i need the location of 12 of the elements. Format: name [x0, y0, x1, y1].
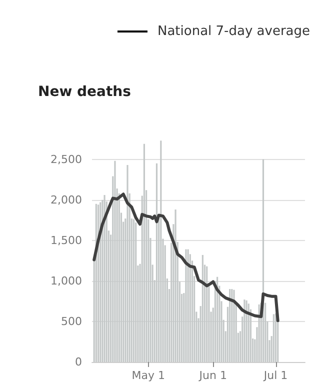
y-tick-label: 500 [61, 314, 82, 328]
text: National 7-day average [157, 24, 310, 39]
x-tick-label: Jul 1 [262, 369, 288, 382]
x-tick-label: Jun 1 [198, 369, 227, 382]
y-tick-label: 1,500 [50, 234, 82, 247]
y-tick-label: 1,000 [50, 274, 82, 288]
chart-title: New deaths [38, 84, 131, 100]
y-tick-label: 2,500 [50, 152, 82, 166]
y-tick-label: 2,000 [50, 193, 82, 206]
x-tick-label: May 1 [132, 369, 166, 382]
line-series [92, 192, 280, 322]
y-tick-label: 0 [75, 356, 82, 368]
